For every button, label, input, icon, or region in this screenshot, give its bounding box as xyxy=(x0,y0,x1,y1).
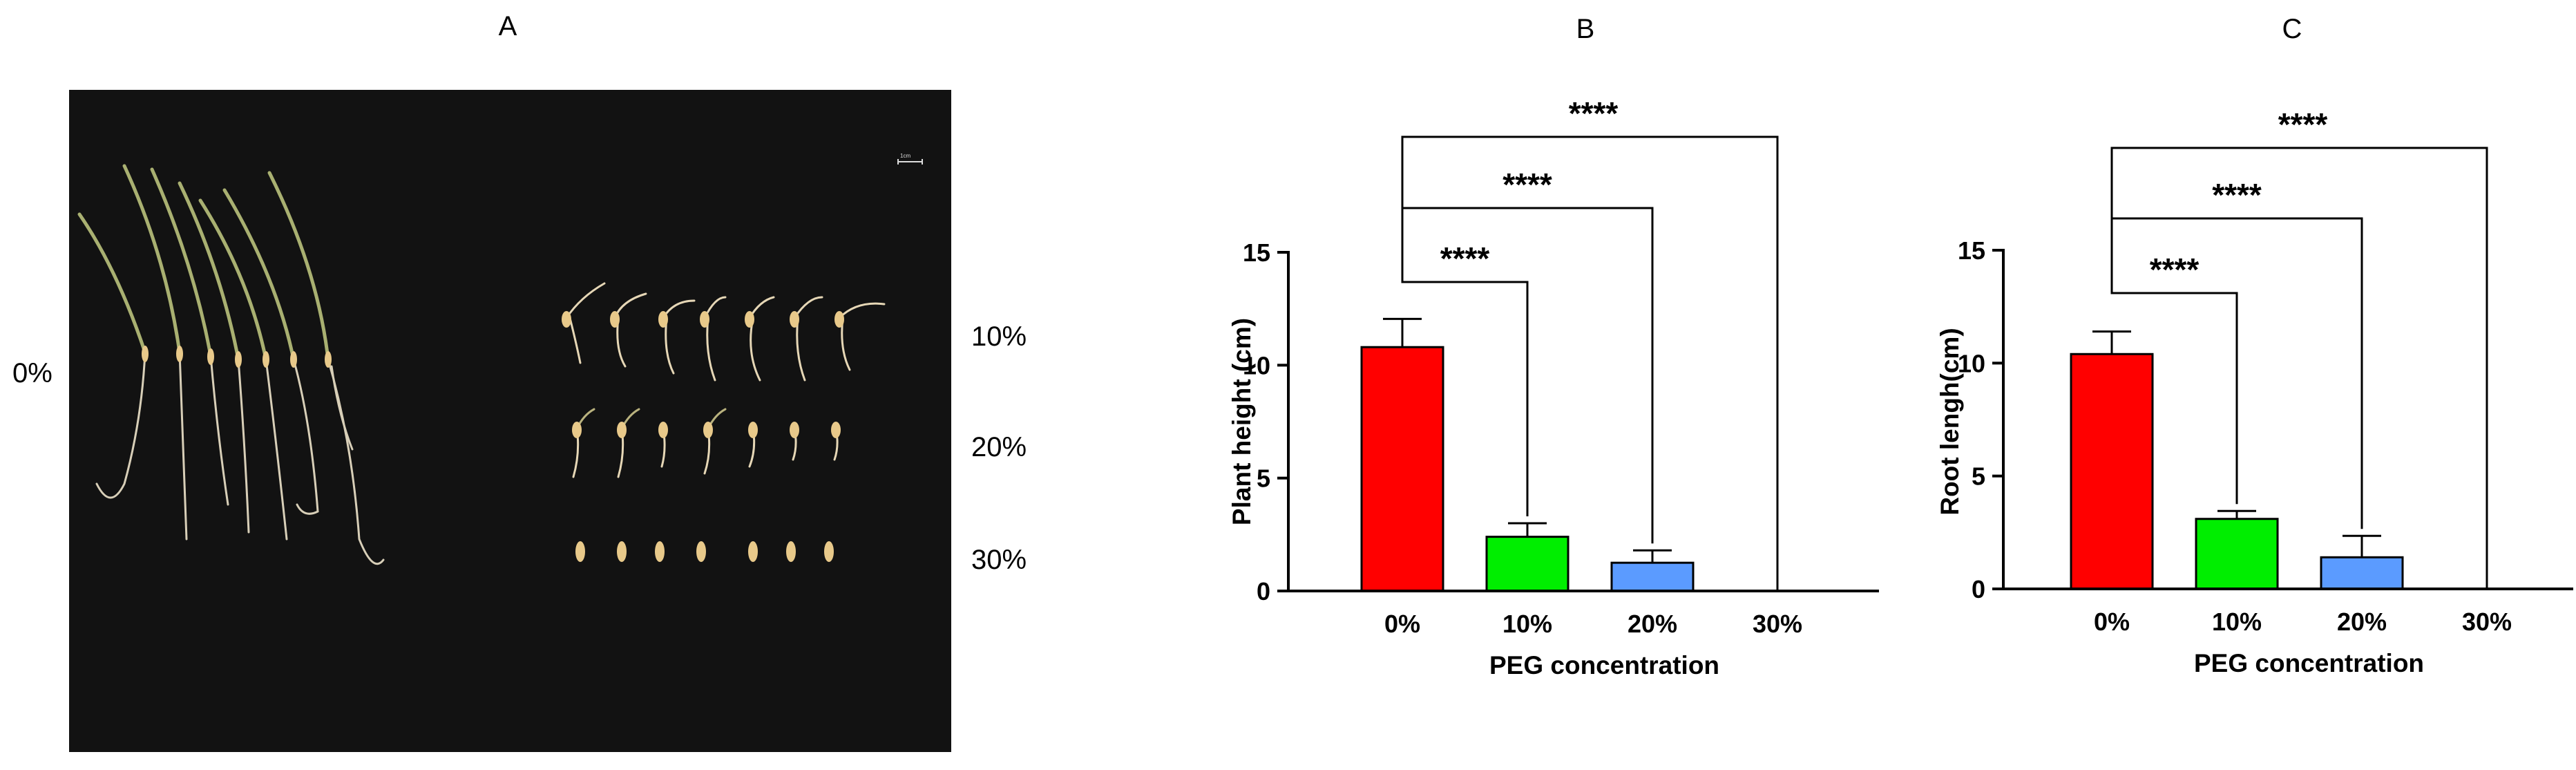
bar-2 xyxy=(1610,561,1695,592)
significance-label-0: **** xyxy=(1440,241,1490,276)
row-label-0: 0% xyxy=(12,358,53,388)
panel-label-a: A xyxy=(498,11,517,41)
y-tick-label-1: 5 xyxy=(1972,462,1985,491)
bar-2 xyxy=(2320,556,2404,590)
y-tick-label-0: 0 xyxy=(1257,577,1270,605)
x-tick-label-0: 0% xyxy=(2094,608,2130,636)
significance-label-0: **** xyxy=(2150,252,2200,288)
significance-bracket-0 xyxy=(2110,279,2238,505)
significance-label-2: **** xyxy=(1569,95,1619,131)
seedling-illustration: 1cm xyxy=(77,153,923,565)
scale-bar-label: 1cm xyxy=(900,153,910,159)
significance-label-2: **** xyxy=(2278,106,2328,142)
y-tick-label-3: 15 xyxy=(1958,236,1985,265)
y-axis-label: Root lengh(cm) xyxy=(1936,328,1964,515)
chart-plant-height-svg: 0 5 10 15 0% 10% 20% 30% PEG concentration Plant … xyxy=(1228,95,1879,679)
chart-plant-height: 0 5 10 15 0% 10% 20% 30% PEG concentration Plant … xyxy=(1223,0,1886,767)
significance-label-1: **** xyxy=(1502,167,1552,203)
x-tick-label-2: 20% xyxy=(2337,608,2387,636)
row-label-30: 30% xyxy=(971,545,1027,575)
bar-1 xyxy=(2195,518,2279,590)
panel-label-b: B xyxy=(1576,14,1595,44)
chart-root-length: 0 5 10 15 0% 10% 20% 30% PEG concentration Root l… xyxy=(1927,0,2576,767)
roots-control xyxy=(95,351,385,565)
y-axis-label: Plant height (cm) xyxy=(1228,318,1256,525)
x-tick-label-3: 30% xyxy=(2462,608,2512,636)
seedlings-control xyxy=(77,164,330,361)
row-label-20: 20% xyxy=(971,432,1027,462)
y-tick-label-1: 5 xyxy=(1257,464,1270,493)
shoots-peg20 xyxy=(575,408,727,430)
y-tick-label-3: 15 xyxy=(1243,238,1270,267)
x-tick-label-1: 10% xyxy=(1502,610,1552,638)
row-label-10: 10% xyxy=(971,321,1027,352)
y-tick-label-2: 10 xyxy=(1958,349,1985,377)
x-axis-label: PEG concentration xyxy=(2194,649,2424,677)
y-tick-label-0: 0 xyxy=(1972,575,1985,603)
chart-root-length-svg: 0 5 10 15 0% 10% 20% 30% PEG concentration Root l… xyxy=(1936,106,2573,677)
bar-1 xyxy=(1485,536,1570,592)
x-tick-label-1: 10% xyxy=(2212,608,2262,636)
y-tick-label-2: 10 xyxy=(1243,351,1270,379)
significance-bracket-2 xyxy=(2110,147,2488,588)
x-tick-label-2: 20% xyxy=(1628,610,1677,638)
bar-0 xyxy=(1360,346,1444,592)
significance-bracket-0 xyxy=(1401,268,1529,516)
x-axis-label: PEG concentration xyxy=(1489,651,1719,679)
x-tick-label-3: 30% xyxy=(1753,610,1802,638)
bar-0 xyxy=(2070,353,2154,590)
panel-label-c: C xyxy=(2282,14,2302,44)
seedling-photo: 1cm xyxy=(69,90,951,752)
significance-label-1: **** xyxy=(2212,177,2262,213)
significance-bracket-2 xyxy=(1401,135,1779,590)
seedlings-peg10 xyxy=(565,282,886,382)
scale-bar xyxy=(897,159,923,165)
x-tick-label-0: 0% xyxy=(1384,610,1420,638)
seeds xyxy=(142,311,844,562)
